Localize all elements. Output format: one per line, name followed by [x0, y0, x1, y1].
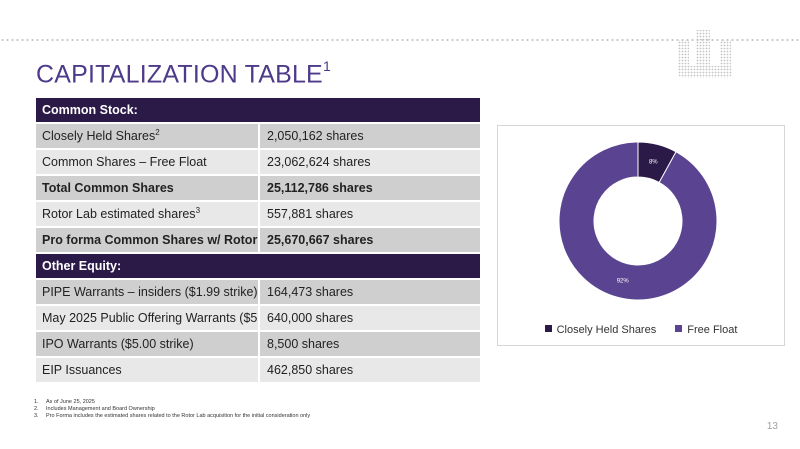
company-logo	[678, 30, 732, 78]
table-row: IPO Warrants ($5.00 strike) 8,500 shares	[36, 332, 480, 356]
row-value: 25,112,786 shares	[258, 176, 480, 200]
row-value: 462,850 shares	[258, 358, 480, 382]
ownership-donut-chart: 8% 92% Closely Held Shares Free Float	[497, 125, 785, 346]
row-label: Pro forma Common Shares w/ Rotor Lab	[36, 228, 258, 252]
row-label: IPO Warrants ($5.00 strike)	[36, 332, 258, 356]
row-value: 2,050,162 shares	[258, 124, 480, 148]
row-label: PIPE Warrants – insiders ($1.99 strike)	[36, 280, 258, 304]
row-value: 640,000 shares	[258, 306, 480, 330]
title-footnote-marker: 1	[322, 58, 331, 74]
row-value: 8,500 shares	[258, 332, 480, 356]
page-title: CAPITALIZATION TABLE1	[36, 58, 331, 89]
legend-item-free-float: Free Float	[675, 324, 737, 336]
table-row: Common Shares – Free Float 23,062,624 sh…	[36, 150, 480, 174]
row-label: Common Shares – Free Float	[36, 150, 258, 174]
capitalization-table: Common Stock: Closely Held Shares2 2,050…	[36, 96, 480, 384]
data-label-closely-held: 8%	[649, 159, 658, 165]
row-value: 23,062,624 shares	[258, 150, 480, 174]
page-number: 13	[766, 421, 778, 432]
table-row: EIP Issuances 462,850 shares	[36, 358, 480, 382]
row-value: 557,881 shares	[258, 202, 480, 226]
footnote-3: 3. Pro Forma includes the estimated share…	[34, 413, 311, 419]
row-label: Rotor Lab estimated shares3	[36, 202, 258, 226]
chart-legend: Closely Held Shares Free Float	[498, 324, 784, 336]
dotted-divider	[0, 38, 800, 42]
row-label: Total Common Shares	[36, 176, 258, 200]
table-row: Rotor Lab estimated shares3 557,881 shar…	[36, 202, 480, 226]
donut-svg: 8% 92%	[558, 141, 718, 301]
table-row-total: Total Common Shares 25,112,786 shares	[36, 176, 480, 200]
section-header-other-equity: Other Equity:	[36, 254, 480, 278]
table-row-total: Pro forma Common Shares w/ Rotor Lab 25,…	[36, 228, 480, 252]
table-row: PIPE Warrants – insiders ($1.99 strike) …	[36, 280, 480, 304]
legend-swatch	[675, 325, 683, 332]
row-label: EIP Issuances	[36, 358, 258, 382]
legend-item-closely-held: Closely Held Shares	[544, 324, 656, 336]
slice-free-float	[558, 141, 718, 301]
data-label-free-float: 92%	[617, 279, 630, 285]
row-value: 25,670,667 shares	[258, 228, 480, 252]
footnote-2: 2. Includes Management and Board Ownershi…	[34, 406, 155, 412]
section-header-common-stock: Common Stock:	[36, 98, 480, 122]
footnote-1: 1. As of June 25, 2025	[34, 399, 95, 405]
table-row: Closely Held Shares2 2,050,162 shares	[36, 124, 480, 148]
legend-swatch	[544, 325, 552, 332]
table-row: May 2025 Public Offering Warrants ($5.00…	[36, 306, 480, 330]
row-label: May 2025 Public Offering Warrants ($5.00…	[36, 306, 258, 330]
row-label: Closely Held Shares2	[36, 124, 258, 148]
footnotes: 1. As of June 25, 2025 2. Includes Managem…	[34, 399, 310, 420]
row-value: 164,473 shares	[258, 280, 480, 304]
